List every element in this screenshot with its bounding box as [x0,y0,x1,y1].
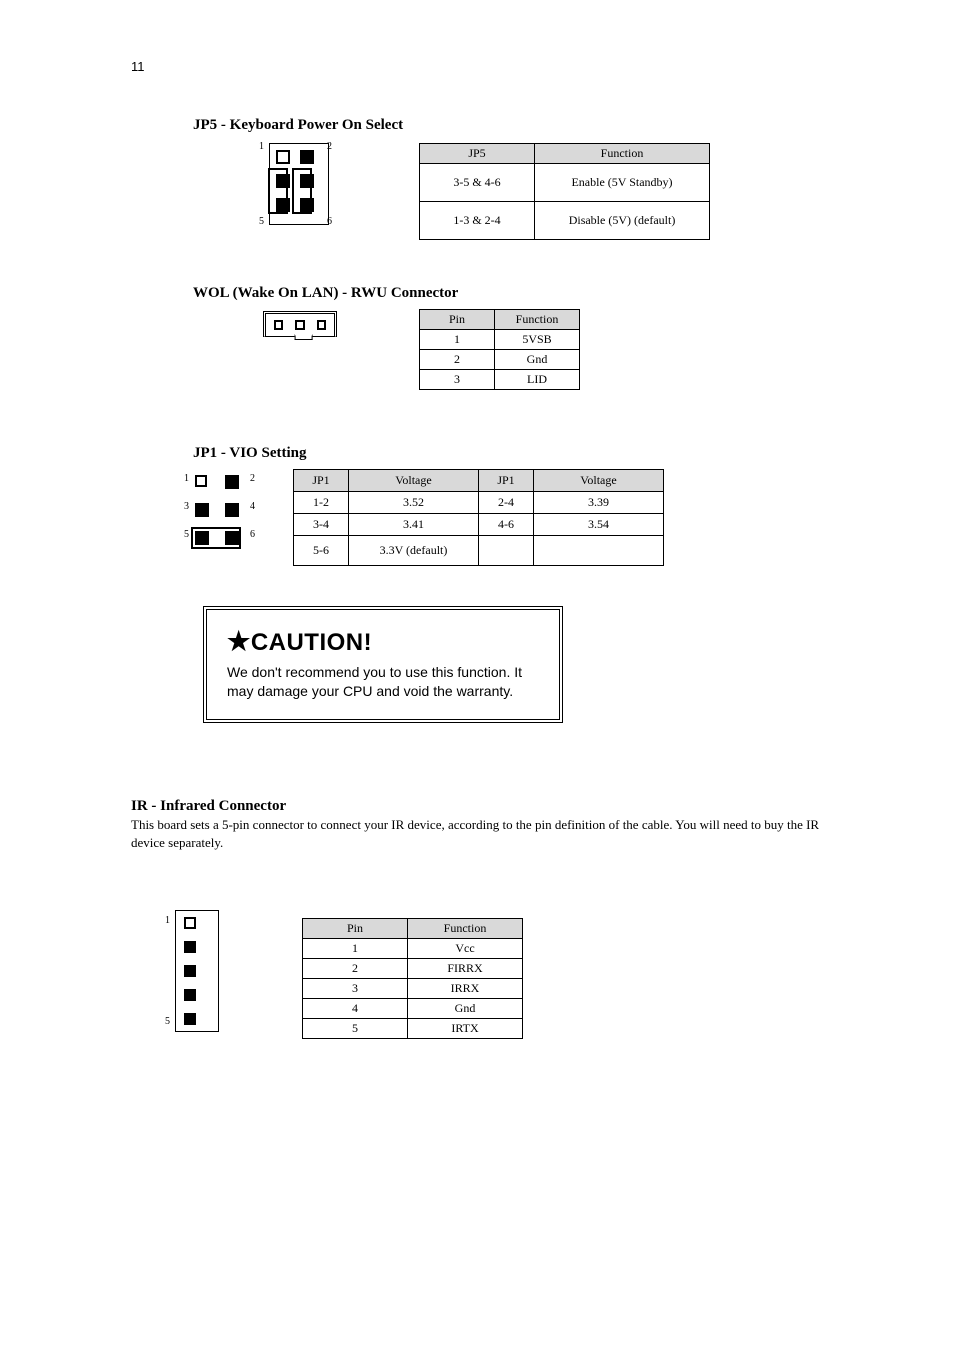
wol-td: 3 [420,370,495,390]
ir-td: 1 [303,939,408,959]
wol-heading: WOL (Wake On LAN) - RWU Connector [193,284,458,302]
ir-diagram: 1 5 [175,910,219,1032]
jp1-pin6-label: 6 [250,529,255,540]
jp1-th: JP1 [294,470,349,492]
jp1-heading: JP1 - VIO Setting [193,444,306,462]
wol-th: Pin [420,310,495,330]
ir-pin [184,941,196,953]
jp5-pin1-label: 1 [259,141,264,152]
jp1-td: 3-4 [294,514,349,536]
wol-td: 2 [420,350,495,370]
jp5-td: Disable (5V) (default) [535,202,710,240]
jp5-td: Enable (5V Standby) [535,164,710,202]
page-number: 11 [131,59,145,74]
ir-table: Pin Function 1Vcc 2FIRRX 3IRRX 4Gnd 5IRT… [302,918,523,1039]
jp1-pin1-label: 1 [184,473,189,484]
ir-td: 4 [303,999,408,1019]
jp1-td: 3.52 [349,492,479,514]
wol-notch-icon [295,334,313,340]
jp5-title: JP5 - Keyboard Power On Select [193,117,403,133]
ir-pin1-label: 1 [165,915,170,926]
jp5-jumper-icon [292,168,312,214]
jp1-td: 3.39 [534,492,664,514]
ir-td: 5 [303,1019,408,1039]
jp5-table: JP5 Function 3-5 & 4-6 Enable (5V Standb… [419,143,710,240]
ir-td: IRTX [408,1019,523,1039]
ir-pin [184,965,196,977]
ir-pin [184,1013,196,1025]
jp5-pin [276,150,290,164]
jp1-pin [225,475,239,489]
wol-td: 1 [420,330,495,350]
jp5-pin [300,150,314,164]
jp1-td: 2-4 [479,492,534,514]
jp1-pin [195,503,209,517]
jp1-td: 3.3V (default) [349,536,479,566]
wol-td: Gnd [495,350,580,370]
jp1-jumper-icon [191,527,241,549]
jp5-pin6-label: 6 [327,216,332,227]
wol-th: Function [495,310,580,330]
wol-title: WOL (Wake On LAN) - RWU Connector [193,285,458,301]
jp1-th: JP1 [479,470,534,492]
warning-caution: ★CAUTION! [227,626,539,657]
jp1-pin [225,503,239,517]
jp5-pin5-label: 5 [259,216,264,227]
ir-td: Gnd [408,999,523,1019]
caution-label: CAUTION! [251,629,372,656]
jp1-td [479,536,534,566]
wol-table: Pin Function 15VSB 2Gnd 3LID [419,309,580,390]
jp1-pin [195,475,207,487]
ir-td: IRRX [408,979,523,999]
ir-td: 3 [303,979,408,999]
ir-td: FIRRX [408,959,523,979]
jp5-th: Function [535,144,710,164]
wol-pin [295,320,304,330]
wol-pin [274,320,283,330]
jp1-th: Voltage [349,470,479,492]
star-icon: ★ [227,626,251,656]
jp1-td: 3.41 [349,514,479,536]
wol-pin [317,320,326,330]
jp5-td: 1-3 & 2-4 [420,202,535,240]
wol-td: LID [495,370,580,390]
jp1-td: 3.54 [534,514,664,536]
jp5-diagram: 1 2 5 6 [269,143,329,225]
jp1-pin2-label: 2 [250,473,255,484]
jp1-td: 5-6 [294,536,349,566]
wol-td: 5VSB [495,330,580,350]
jp1-pin3-label: 3 [184,501,189,512]
ir-th: Pin [303,919,408,939]
ir-body-text: This board sets a 5-pin connector to con… [131,817,819,850]
ir-pin [184,989,196,1001]
ir-pin5-label: 5 [165,1016,170,1027]
jp1-td: 1-2 [294,492,349,514]
jp5-td: 3-5 & 4-6 [420,164,535,202]
ir-title: IR - Infrared Connector [131,798,286,814]
ir-td: 2 [303,959,408,979]
jp5-jumper-icon [268,168,288,214]
jp1-td [534,536,664,566]
ir-td: Vcc [408,939,523,959]
jp5-heading: JP5 - Keyboard Power On Select [193,116,403,134]
ir-body: This board sets a 5-pin connector to con… [131,816,826,852]
jp1-pin4-label: 4 [250,501,255,512]
jp1-th: Voltage [534,470,664,492]
jp1-td: 4-6 [479,514,534,536]
warning-text: We don't recommend you to use this funct… [227,663,539,701]
ir-heading: IR - Infrared Connector [131,797,286,815]
ir-th: Function [408,919,523,939]
warning-box: ★CAUTION! We don't recommend you to use … [203,606,563,723]
jp1-table: JP1 Voltage JP1 Voltage 1-2 3.52 2-4 3.3… [293,469,664,566]
document-page: { "page_number": "11", "jp5": { "title":… [0,0,954,1351]
jp1-diagram: 1 2 3 4 5 6 [195,475,275,549]
jp1-pin5-label: 5 [184,529,189,540]
ir-pin [184,917,196,929]
jp1-title: JP1 - VIO Setting [193,445,306,461]
jp5-th: JP5 [420,144,535,164]
wol-diagram [263,311,337,337]
